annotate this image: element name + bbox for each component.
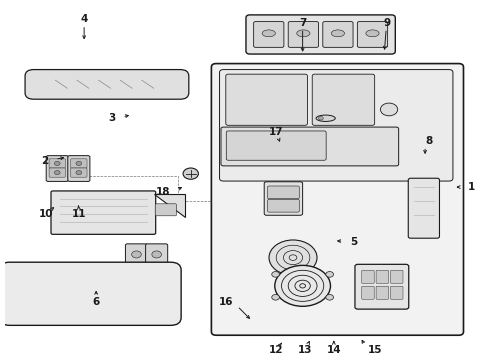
Text: 4: 4: [80, 14, 88, 24]
Text: 2: 2: [41, 156, 48, 166]
FancyBboxPatch shape: [125, 244, 147, 265]
Text: 15: 15: [368, 345, 382, 355]
FancyBboxPatch shape: [362, 270, 374, 283]
Circle shape: [152, 251, 161, 258]
Circle shape: [269, 240, 317, 275]
FancyBboxPatch shape: [246, 15, 395, 54]
FancyBboxPatch shape: [46, 156, 68, 181]
Circle shape: [318, 117, 323, 120]
Circle shape: [275, 265, 330, 306]
FancyBboxPatch shape: [376, 286, 389, 299]
Text: 9: 9: [383, 18, 390, 28]
Text: 1: 1: [468, 182, 475, 192]
FancyBboxPatch shape: [408, 178, 440, 238]
FancyBboxPatch shape: [226, 131, 326, 160]
FancyBboxPatch shape: [288, 22, 319, 48]
Text: 14: 14: [326, 345, 341, 355]
Ellipse shape: [316, 115, 335, 121]
Circle shape: [272, 294, 279, 300]
FancyBboxPatch shape: [220, 69, 453, 181]
FancyBboxPatch shape: [0, 262, 181, 325]
Text: 8: 8: [425, 136, 432, 146]
FancyBboxPatch shape: [357, 22, 388, 48]
FancyBboxPatch shape: [268, 199, 299, 212]
FancyBboxPatch shape: [264, 182, 303, 215]
FancyBboxPatch shape: [391, 270, 403, 283]
FancyBboxPatch shape: [71, 168, 87, 177]
Circle shape: [76, 171, 82, 175]
Circle shape: [132, 251, 141, 258]
Text: 17: 17: [269, 127, 284, 138]
FancyBboxPatch shape: [312, 74, 375, 125]
Text: 12: 12: [269, 345, 283, 355]
Ellipse shape: [262, 30, 275, 37]
Text: 11: 11: [72, 208, 87, 219]
FancyBboxPatch shape: [68, 156, 90, 181]
FancyBboxPatch shape: [51, 191, 156, 234]
Circle shape: [76, 161, 82, 166]
Circle shape: [54, 171, 60, 175]
Text: 6: 6: [93, 297, 100, 307]
Ellipse shape: [297, 30, 310, 37]
FancyBboxPatch shape: [226, 74, 307, 125]
Text: 5: 5: [351, 237, 358, 247]
Ellipse shape: [331, 30, 344, 37]
Circle shape: [380, 103, 398, 116]
Ellipse shape: [366, 30, 379, 37]
FancyBboxPatch shape: [376, 270, 389, 283]
Text: 3: 3: [108, 113, 115, 123]
FancyBboxPatch shape: [221, 127, 399, 166]
FancyBboxPatch shape: [254, 22, 284, 48]
Circle shape: [326, 294, 334, 300]
FancyBboxPatch shape: [268, 186, 299, 199]
Text: 18: 18: [156, 187, 171, 197]
FancyBboxPatch shape: [25, 69, 189, 99]
Text: 13: 13: [298, 345, 312, 355]
Polygon shape: [154, 194, 185, 217]
Circle shape: [54, 161, 60, 166]
FancyBboxPatch shape: [155, 204, 176, 216]
Circle shape: [272, 271, 279, 277]
FancyBboxPatch shape: [323, 22, 353, 48]
Circle shape: [326, 271, 334, 277]
Text: 10: 10: [39, 208, 53, 219]
FancyBboxPatch shape: [49, 159, 65, 168]
FancyBboxPatch shape: [211, 64, 464, 335]
FancyBboxPatch shape: [355, 264, 409, 309]
FancyBboxPatch shape: [362, 286, 374, 299]
FancyBboxPatch shape: [49, 168, 65, 177]
Circle shape: [183, 168, 198, 179]
FancyBboxPatch shape: [71, 159, 87, 168]
Text: 7: 7: [299, 18, 306, 28]
FancyBboxPatch shape: [146, 244, 168, 265]
FancyBboxPatch shape: [391, 286, 403, 299]
Text: 16: 16: [219, 297, 233, 307]
